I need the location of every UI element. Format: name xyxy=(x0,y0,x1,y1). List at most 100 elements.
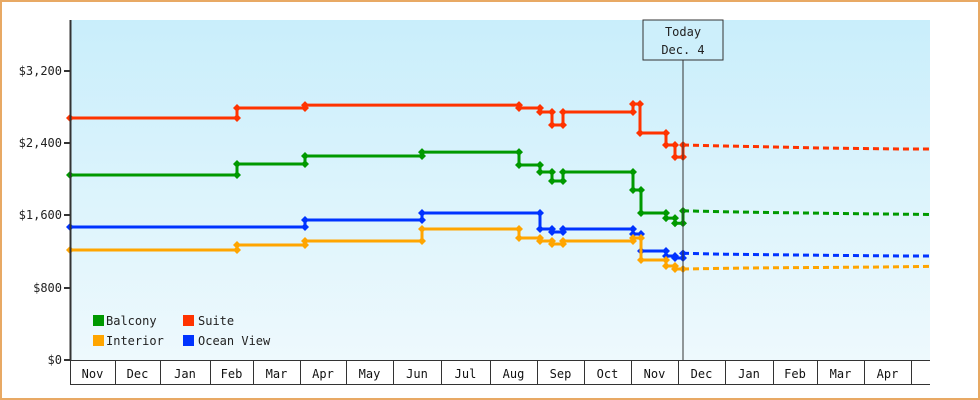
forecast-line xyxy=(682,143,930,151)
data-point-marker[interactable] xyxy=(536,103,544,112)
y-tick-label-2400: $2,400 xyxy=(19,136,62,150)
data-point-marker[interactable] xyxy=(548,108,556,117)
data-point-marker[interactable] xyxy=(515,233,523,242)
data-point-marker[interactable] xyxy=(671,153,679,162)
plot-area xyxy=(70,20,930,360)
today-marker-box xyxy=(642,19,724,61)
data-point-marker[interactable] xyxy=(515,225,523,234)
data-point-marker[interactable] xyxy=(671,264,679,273)
y-tick-label-1600: $1,600 xyxy=(19,208,62,222)
data-point-marker[interactable] xyxy=(636,129,644,138)
x-month-label: Aug xyxy=(503,367,525,381)
legend: Balcony Suite Interior Ocean View xyxy=(93,314,271,348)
x-month-label: Dec xyxy=(691,367,713,381)
data-point-marker[interactable] xyxy=(629,186,637,195)
data-point-marker[interactable] xyxy=(301,151,309,160)
x-month-label: Mar xyxy=(830,367,852,381)
data-point-marker[interactable] xyxy=(548,227,556,236)
data-point-marker[interactable] xyxy=(536,167,544,176)
x-month-label: Nov xyxy=(82,367,104,381)
data-point-marker[interactable] xyxy=(418,215,426,224)
legend-swatch-balcony xyxy=(93,315,104,326)
data-point-marker[interactable] xyxy=(671,254,679,263)
data-point-marker[interactable] xyxy=(301,223,309,232)
data-point-marker[interactable] xyxy=(629,167,637,176)
y-tick-label-3200: $3,200 xyxy=(19,64,62,78)
data-point-marker[interactable] xyxy=(637,233,645,242)
data-point-marker[interactable] xyxy=(629,225,637,234)
data-point-marker[interactable] xyxy=(559,167,567,176)
data-point-marker[interactable] xyxy=(662,246,670,255)
data-point-marker[interactable] xyxy=(662,129,670,138)
data-point-marker[interactable] xyxy=(301,215,309,224)
data-point-marker[interactable] xyxy=(662,261,670,270)
x-month-label: Nov xyxy=(644,367,666,381)
series-suite xyxy=(66,99,930,162)
x-month-label: Oct xyxy=(597,367,619,381)
data-point-marker[interactable] xyxy=(233,103,241,112)
legend-swatch-suite xyxy=(183,315,194,326)
data-point-marker[interactable] xyxy=(536,209,544,218)
data-point-marker[interactable] xyxy=(629,108,637,117)
data-point-marker[interactable] xyxy=(536,225,544,234)
data-point-marker[interactable] xyxy=(233,171,241,180)
x-month-label: Dec xyxy=(127,367,149,381)
legend-label-suite: Suite xyxy=(198,314,234,328)
data-point-marker[interactable] xyxy=(515,103,523,112)
data-point-marker[interactable] xyxy=(671,141,679,150)
data-point-marker[interactable] xyxy=(548,120,556,129)
data-point-marker[interactable] xyxy=(637,186,645,195)
data-point-marker[interactable] xyxy=(233,113,241,122)
data-point-marker[interactable] xyxy=(301,160,309,169)
data-point-marker[interactable] xyxy=(418,209,426,218)
x-month-label: Jun xyxy=(406,367,428,381)
data-point-marker[interactable] xyxy=(559,225,567,234)
data-point-marker[interactable] xyxy=(559,120,567,129)
data-point-marker[interactable] xyxy=(629,233,637,242)
data-point-marker[interactable] xyxy=(548,177,556,186)
legend-label-ocean-view: Ocean View xyxy=(198,334,271,348)
data-point-marker[interactable] xyxy=(301,101,309,110)
data-point-marker[interactable] xyxy=(536,161,544,170)
data-point-marker[interactable] xyxy=(671,214,679,223)
data-point-marker[interactable] xyxy=(559,237,567,246)
legend-swatch-ocean-view xyxy=(183,335,194,346)
data-point-marker[interactable] xyxy=(418,237,426,246)
data-point-marker[interactable] xyxy=(662,209,670,218)
x-month-label: Apr xyxy=(877,367,899,381)
data-point-marker[interactable] xyxy=(536,237,544,246)
data-point-marker[interactable] xyxy=(536,108,544,117)
data-point-marker[interactable] xyxy=(233,245,241,254)
data-point-marker[interactable] xyxy=(515,161,523,170)
data-point-marker[interactable] xyxy=(662,141,670,150)
data-point-marker[interactable] xyxy=(662,256,670,265)
forecast-line xyxy=(682,209,931,216)
data-point-marker[interactable] xyxy=(637,209,645,218)
data-point-marker[interactable] xyxy=(548,240,556,249)
data-point-marker[interactable] xyxy=(515,148,523,157)
x-month-label: Jan xyxy=(174,367,196,381)
data-point-marker[interactable] xyxy=(559,108,567,117)
data-point-marker[interactable] xyxy=(636,99,644,108)
data-point-marker[interactable] xyxy=(637,256,645,265)
x-month-label: Apr xyxy=(312,367,334,381)
data-point-marker[interactable] xyxy=(301,237,309,246)
data-point-marker[interactable] xyxy=(559,177,567,186)
data-point-marker[interactable] xyxy=(671,219,679,228)
x-month-label: Jan xyxy=(738,367,760,381)
y-tick-label-0: $0 xyxy=(48,353,62,367)
x-month-label: Sep xyxy=(550,367,572,381)
data-point-marker[interactable] xyxy=(548,167,556,176)
data-point-marker[interactable] xyxy=(418,148,426,157)
forecast-line xyxy=(682,264,931,271)
data-point-marker[interactable] xyxy=(662,214,670,223)
today-date: Dec. 4 xyxy=(661,43,704,57)
x-axis-months: Nov Dec Jan Feb Mar Apr May Jun Jul Aug Sep Oct Nov D… xyxy=(70,360,930,385)
series-balcony xyxy=(66,148,931,228)
x-month-label: Mar xyxy=(266,367,288,381)
data-point-marker[interactable] xyxy=(629,99,637,108)
data-point-marker[interactable] xyxy=(418,225,426,234)
data-point-marker[interactable] xyxy=(233,241,241,250)
data-point-marker[interactable] xyxy=(233,160,241,169)
